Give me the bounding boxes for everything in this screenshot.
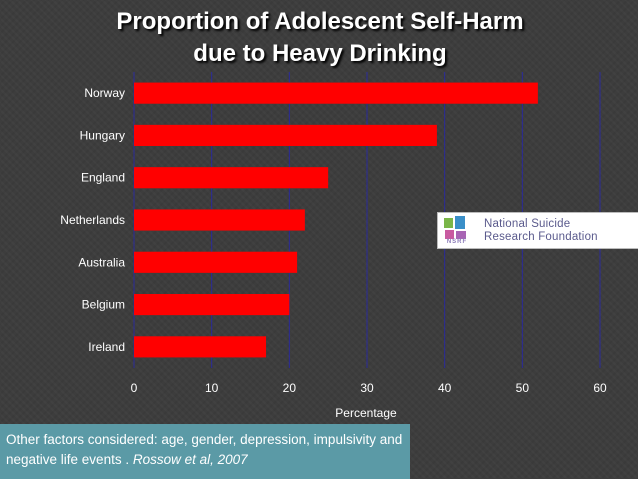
bar-belgium	[134, 294, 290, 316]
bar-norway	[134, 82, 538, 104]
category-label-netherlands: Netherlands	[60, 213, 125, 227]
bar-australia	[134, 251, 298, 273]
nsrf-logo-line2: Research Foundation	[484, 230, 598, 243]
chart-title-line2: due to Heavy Drinking	[193, 40, 447, 67]
bar-hungary	[134, 124, 437, 146]
nsrf-logo-mark-icon: NSRF	[442, 215, 472, 246]
chart-title: Proportion of Adolescent Self-Harm due t…	[40, 6, 600, 70]
x-tick-label: 60	[593, 381, 607, 395]
bars	[134, 82, 538, 358]
x-tick-labels: 0 10 20 30 40 50 60	[131, 381, 607, 395]
x-tick-label: 30	[360, 381, 374, 395]
category-label-hungary: Hungary	[80, 128, 125, 142]
x-tick-label: 0	[131, 381, 138, 395]
nsrf-logo-abbr: NSRF	[446, 238, 468, 245]
bar-england	[134, 167, 329, 189]
x-axis-label: Percentage	[335, 406, 397, 420]
category-label-england: England	[81, 171, 125, 185]
x-tick-label: 10	[205, 381, 219, 395]
x-tick-label: 50	[516, 381, 530, 395]
x-tick-label: 40	[438, 381, 452, 395]
nsrf-logo-text: National Suicide Research Foundation	[484, 218, 598, 244]
bar-ireland	[134, 336, 267, 358]
chart-title-line1: Proportion of Adolescent Self-Harm	[116, 8, 524, 35]
category-label-australia: Australia	[78, 255, 125, 269]
bar-netherlands	[134, 209, 305, 231]
x-tick-label: 20	[283, 381, 297, 395]
category-label-ireland: Ireland	[88, 340, 125, 354]
category-label-norway: Norway	[84, 86, 125, 100]
nsrf-logo-line1: National Suicide	[484, 217, 571, 230]
category-labels: Norway Hungary England Netherlands Australia…	[60, 86, 125, 354]
footnote-text: Other factors considered: age, gender, d…	[6, 432, 403, 467]
footnote-box: Other factors considered: age, gender, d…	[0, 424, 410, 479]
nsrf-logo: NSRF National Suicide Research Foundatio…	[437, 212, 638, 249]
footnote-citation: Rossow et al, 2007	[132, 452, 248, 467]
category-label-belgium: Belgium	[82, 298, 125, 312]
